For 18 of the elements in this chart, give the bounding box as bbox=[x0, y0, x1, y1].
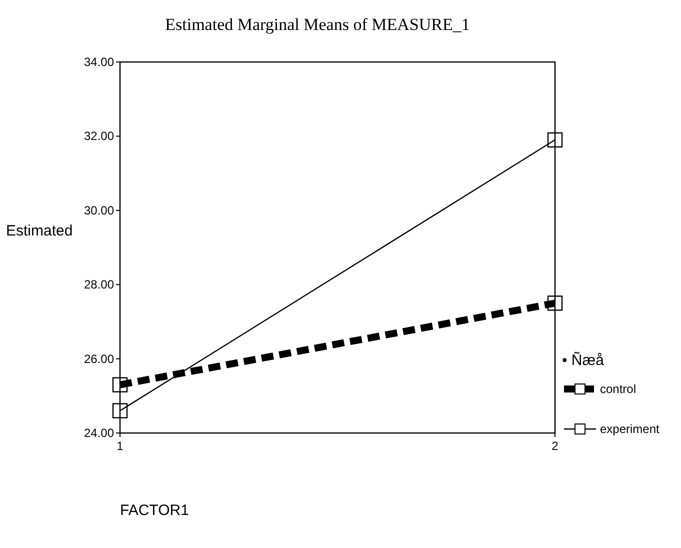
y-tick-label: 28.00 bbox=[84, 278, 114, 292]
x-tick-label: 1 bbox=[116, 439, 124, 453]
legend-label: control bbox=[600, 382, 636, 396]
point bbox=[547, 296, 563, 311]
x-axis-title: FACTOR1 bbox=[120, 502, 189, 519]
legend-label: experiment bbox=[600, 422, 660, 436]
y-tick-label: 32.00 bbox=[84, 129, 114, 144]
y-tick-label: 26.00 bbox=[84, 352, 114, 366]
y-axis-title: Estimated bbox=[6, 222, 73, 240]
point bbox=[112, 403, 128, 418]
x-tick-label: 2 bbox=[552, 439, 559, 453]
y-tick-label: 24.00 bbox=[84, 426, 114, 440]
y-tick-label: 34.00 bbox=[84, 55, 114, 69]
point bbox=[112, 377, 128, 392]
legend-title: • Ñæå bbox=[562, 351, 605, 369]
chart-title: Estimated Marginal Means of MEASURE_1 bbox=[165, 15, 470, 34]
point bbox=[547, 132, 563, 148]
y-tick-label: 30.00 bbox=[84, 203, 114, 218]
